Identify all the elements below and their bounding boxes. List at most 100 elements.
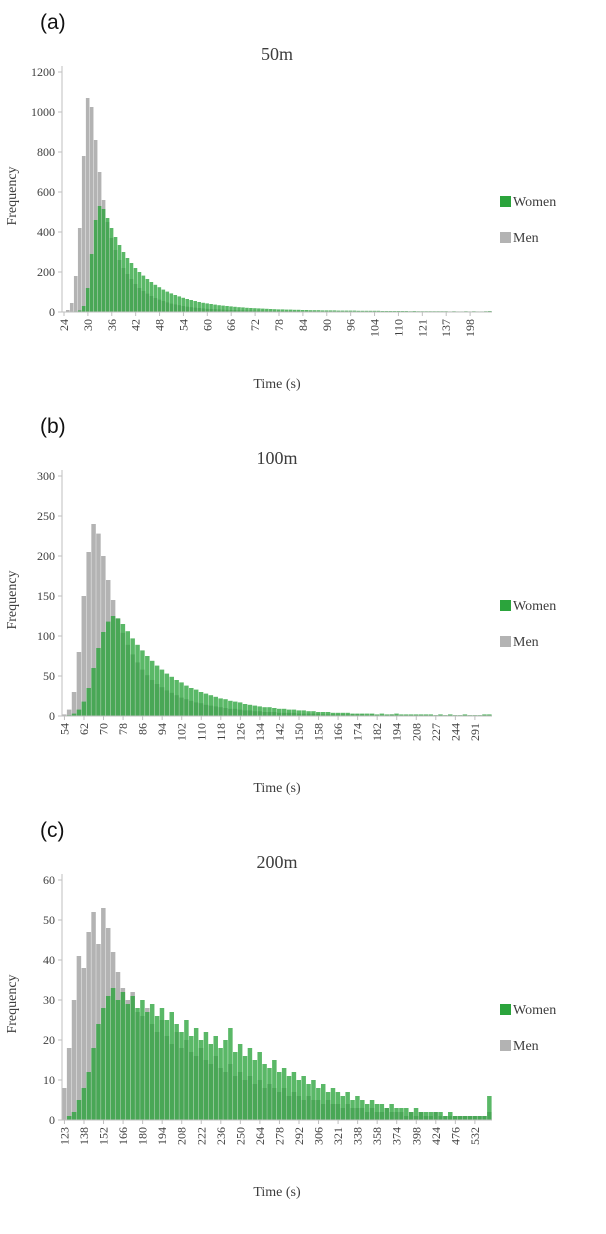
- bar-women: [399, 714, 404, 716]
- legend: Women Men: [500, 195, 556, 246]
- chart-title: 100m: [256, 448, 297, 468]
- legend-label-women: Women: [513, 599, 556, 614]
- legend-swatch-women: [500, 600, 511, 611]
- bar-women: [306, 711, 311, 716]
- bar-men: [86, 552, 91, 716]
- bar-women: [355, 713, 360, 716]
- bar-women: [229, 306, 233, 312]
- bar-women: [394, 1108, 399, 1120]
- bar-women: [223, 699, 228, 716]
- bar-women: [71, 1112, 77, 1120]
- bar-women: [140, 1000, 145, 1120]
- bar-women: [389, 714, 394, 716]
- bar-women: [316, 1088, 321, 1120]
- bar-women: [286, 709, 292, 716]
- bar-women: [482, 714, 487, 716]
- bar-women: [320, 712, 326, 716]
- y-tick-label: 0: [49, 1113, 55, 1127]
- bar-women: [208, 1044, 214, 1120]
- y-tick-label: 40: [43, 953, 55, 967]
- x-tick-label: 126: [233, 723, 247, 741]
- bar-women: [177, 296, 182, 312]
- bar-women: [344, 310, 349, 312]
- x-tick-label: 90: [320, 319, 334, 331]
- bar-women: [115, 1000, 121, 1120]
- bar-women: [482, 1116, 487, 1120]
- x-tick-label: 278: [272, 1127, 286, 1145]
- chart-panel-b: (b) 100m Frequency Time (s) 0 50 100 150 200…: [0, 414, 606, 804]
- x-tick-label: 30: [81, 319, 95, 331]
- x-tick-label: 166: [116, 1127, 130, 1145]
- bar-women: [462, 714, 468, 716]
- x-tick-label: 86: [136, 723, 150, 735]
- bar-women: [66, 1116, 72, 1120]
- legend-label-men: Men: [513, 635, 539, 650]
- x-tick-label: 198: [463, 319, 477, 337]
- bar-women: [89, 254, 94, 312]
- bar-men: [76, 652, 82, 716]
- bar-men: [62, 1088, 67, 1120]
- x-tick-label: 78: [116, 723, 130, 735]
- bar-men: [81, 596, 87, 716]
- x-tick-label: 306: [312, 1127, 326, 1145]
- bar-women: [296, 1080, 302, 1120]
- bar-women: [189, 300, 193, 312]
- bar-women: [423, 714, 429, 716]
- bar-women: [261, 308, 265, 312]
- bar-women: [193, 1028, 199, 1120]
- bar-women: [218, 1048, 223, 1120]
- bar-men: [81, 156, 86, 312]
- bar-women: [360, 713, 365, 716]
- bar-women: [209, 304, 213, 312]
- bar-women: [438, 714, 443, 716]
- bar-women: [97, 206, 102, 312]
- bar-women: [288, 309, 293, 312]
- bar-women: [159, 669, 165, 716]
- legend-swatch-women: [500, 196, 511, 207]
- bar-women: [335, 712, 341, 716]
- x-tick-label: 72: [248, 319, 262, 331]
- bar-women: [301, 710, 306, 716]
- bar-women: [221, 305, 225, 312]
- x-axis-title: Time (s): [253, 377, 301, 392]
- x-tick-label: 194: [390, 723, 404, 741]
- bar-women: [443, 1116, 448, 1120]
- bar-women: [135, 1008, 140, 1120]
- histogram-200m: 200m Frequency Time (s) 0 10 20 30 40 50 60 123…: [5, 852, 556, 1200]
- bar-women: [179, 682, 184, 716]
- bar-women: [304, 310, 309, 312]
- bar-women: [272, 708, 277, 716]
- chart-title: 50m: [261, 44, 293, 64]
- bar-women: [345, 712, 350, 716]
- bar-women: [252, 705, 258, 716]
- bar-women: [257, 706, 262, 716]
- bar-women: [154, 1016, 160, 1120]
- x-tick-label: 138: [77, 1127, 91, 1145]
- bar-women: [245, 307, 249, 312]
- bar-women: [85, 288, 90, 312]
- legend-swatch-men: [500, 1040, 511, 1051]
- bar-women: [369, 1100, 375, 1120]
- y-tick-label: 50: [43, 913, 55, 927]
- x-tick-label: 532: [468, 1127, 482, 1145]
- bar-men: [65, 310, 70, 312]
- bar-women: [174, 1024, 179, 1120]
- bar-women: [376, 310, 381, 312]
- bar-women: [384, 1108, 389, 1120]
- bar-women: [121, 252, 126, 312]
- bar-women: [487, 714, 492, 716]
- bar-women: [332, 310, 337, 312]
- bar-women: [169, 676, 174, 716]
- bar-women: [311, 711, 316, 716]
- bar-women: [71, 713, 77, 716]
- y-axis-title: Frequency: [5, 166, 20, 225]
- bar-men: [66, 709, 72, 716]
- bar-men: [66, 1048, 72, 1120]
- bar-women: [164, 1020, 170, 1120]
- x-tick-label: 123: [57, 1127, 71, 1145]
- bar-women: [433, 1112, 438, 1120]
- x-tick-label: 250: [233, 1127, 247, 1145]
- bar-men: [62, 714, 67, 716]
- bar-women: [301, 1076, 306, 1120]
- bar-women: [115, 618, 121, 716]
